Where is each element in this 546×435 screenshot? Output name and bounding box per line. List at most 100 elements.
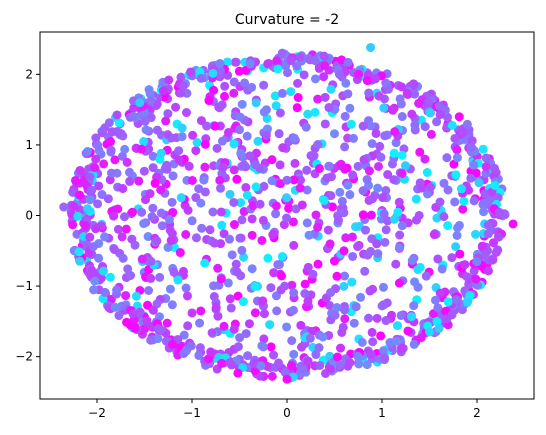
scatter-point [389, 148, 399, 158]
scatter-point [235, 112, 245, 122]
scatter-point [152, 236, 162, 246]
scatter-point [339, 246, 349, 256]
scatter-point [366, 210, 376, 220]
scatter-point [481, 162, 491, 172]
scatter-point [379, 103, 389, 113]
scatter-point [462, 272, 472, 282]
scatter-point [339, 208, 349, 218]
scatter-point [378, 193, 388, 203]
scatter-point [479, 198, 489, 208]
scatter-point [269, 350, 279, 360]
scatter-point [99, 159, 109, 169]
scatter-point [335, 187, 345, 197]
scatter-point [121, 291, 131, 301]
scatter-point [302, 185, 312, 195]
scatter-point [325, 364, 335, 374]
scatter-point [347, 232, 357, 242]
scatter-point [207, 328, 217, 338]
scatter-point [362, 360, 372, 370]
scatter-point [456, 184, 466, 194]
scatter-point [112, 110, 122, 120]
scatter-point [303, 296, 313, 306]
scatter-point [413, 264, 423, 274]
scatter-point [192, 138, 202, 147]
scatter-point [206, 347, 216, 357]
x-tick-label: 0 [283, 406, 291, 420]
scatter-point [269, 268, 279, 278]
scatter-point [259, 309, 269, 319]
scatter-point [337, 196, 347, 206]
scatter-point [420, 122, 430, 132]
scatter-point [158, 86, 168, 96]
scatter-point [488, 255, 498, 265]
scatter-point [134, 176, 144, 186]
scatter-point [216, 274, 226, 284]
scatter-point [414, 210, 424, 220]
scatter-point [235, 333, 245, 343]
scatter-point [130, 323, 140, 333]
scatter-point [356, 292, 366, 302]
scatter-point [325, 239, 335, 249]
scatter-point [315, 360, 325, 370]
scatter-point [259, 334, 269, 344]
scatter-point [211, 303, 221, 313]
scatter-point [118, 253, 128, 263]
scatter-point [458, 204, 468, 214]
scatter-point [117, 232, 127, 242]
scatter-point [481, 153, 491, 163]
scatter-point [466, 173, 476, 183]
scatter-point [320, 119, 330, 129]
scatter-point [176, 88, 186, 98]
scatter-point [422, 167, 432, 177]
scatter-point [439, 178, 449, 188]
scatter-point [241, 329, 251, 339]
scatter-point [447, 120, 457, 130]
scatter-point [340, 164, 350, 174]
scatter-point [174, 146, 184, 156]
scatter-point [119, 212, 129, 222]
scatter-point [274, 358, 284, 368]
scatter-point [330, 310, 340, 320]
scatter-point [139, 137, 149, 147]
scatter-point [200, 139, 210, 149]
scatter-point [200, 258, 210, 268]
x-tick-label: −1 [183, 406, 201, 420]
scatter-point [258, 215, 268, 225]
scatter-point [156, 185, 166, 195]
scatter-point [148, 151, 158, 161]
scatter-point [235, 233, 245, 243]
scatter-point [241, 183, 251, 193]
scatter-point [177, 132, 187, 142]
scatter-point [373, 183, 383, 193]
scatter-point [181, 283, 191, 293]
scatter-point [319, 72, 329, 82]
y-tick-label: 1 [25, 138, 33, 152]
scatter-point [216, 66, 226, 76]
scatter-point [177, 123, 187, 133]
scatter-point [250, 308, 260, 318]
scatter-point [229, 139, 239, 149]
scatter-point [128, 309, 138, 319]
scatter-point [362, 76, 372, 86]
scatter-point [105, 272, 115, 282]
scatter-point [409, 80, 419, 90]
scatter-point [314, 343, 324, 353]
scatter-point [251, 182, 261, 192]
scatter-point [494, 232, 504, 242]
scatter-point [286, 87, 296, 97]
scatter-point [167, 197, 177, 207]
scatter-point [462, 297, 472, 307]
scatter-point [300, 279, 310, 289]
scatter-point [187, 175, 197, 185]
scatter-point [349, 133, 359, 143]
scatter-point [274, 260, 284, 270]
scatter-point [271, 201, 281, 211]
scatter-point [394, 243, 404, 253]
scatter-point [239, 252, 249, 262]
scatter-point [381, 225, 391, 235]
scatter-point [490, 180, 500, 190]
scatter-point [109, 245, 119, 255]
scatter-point [320, 61, 330, 71]
scatter-point [323, 225, 333, 235]
scatter-point [349, 318, 359, 328]
